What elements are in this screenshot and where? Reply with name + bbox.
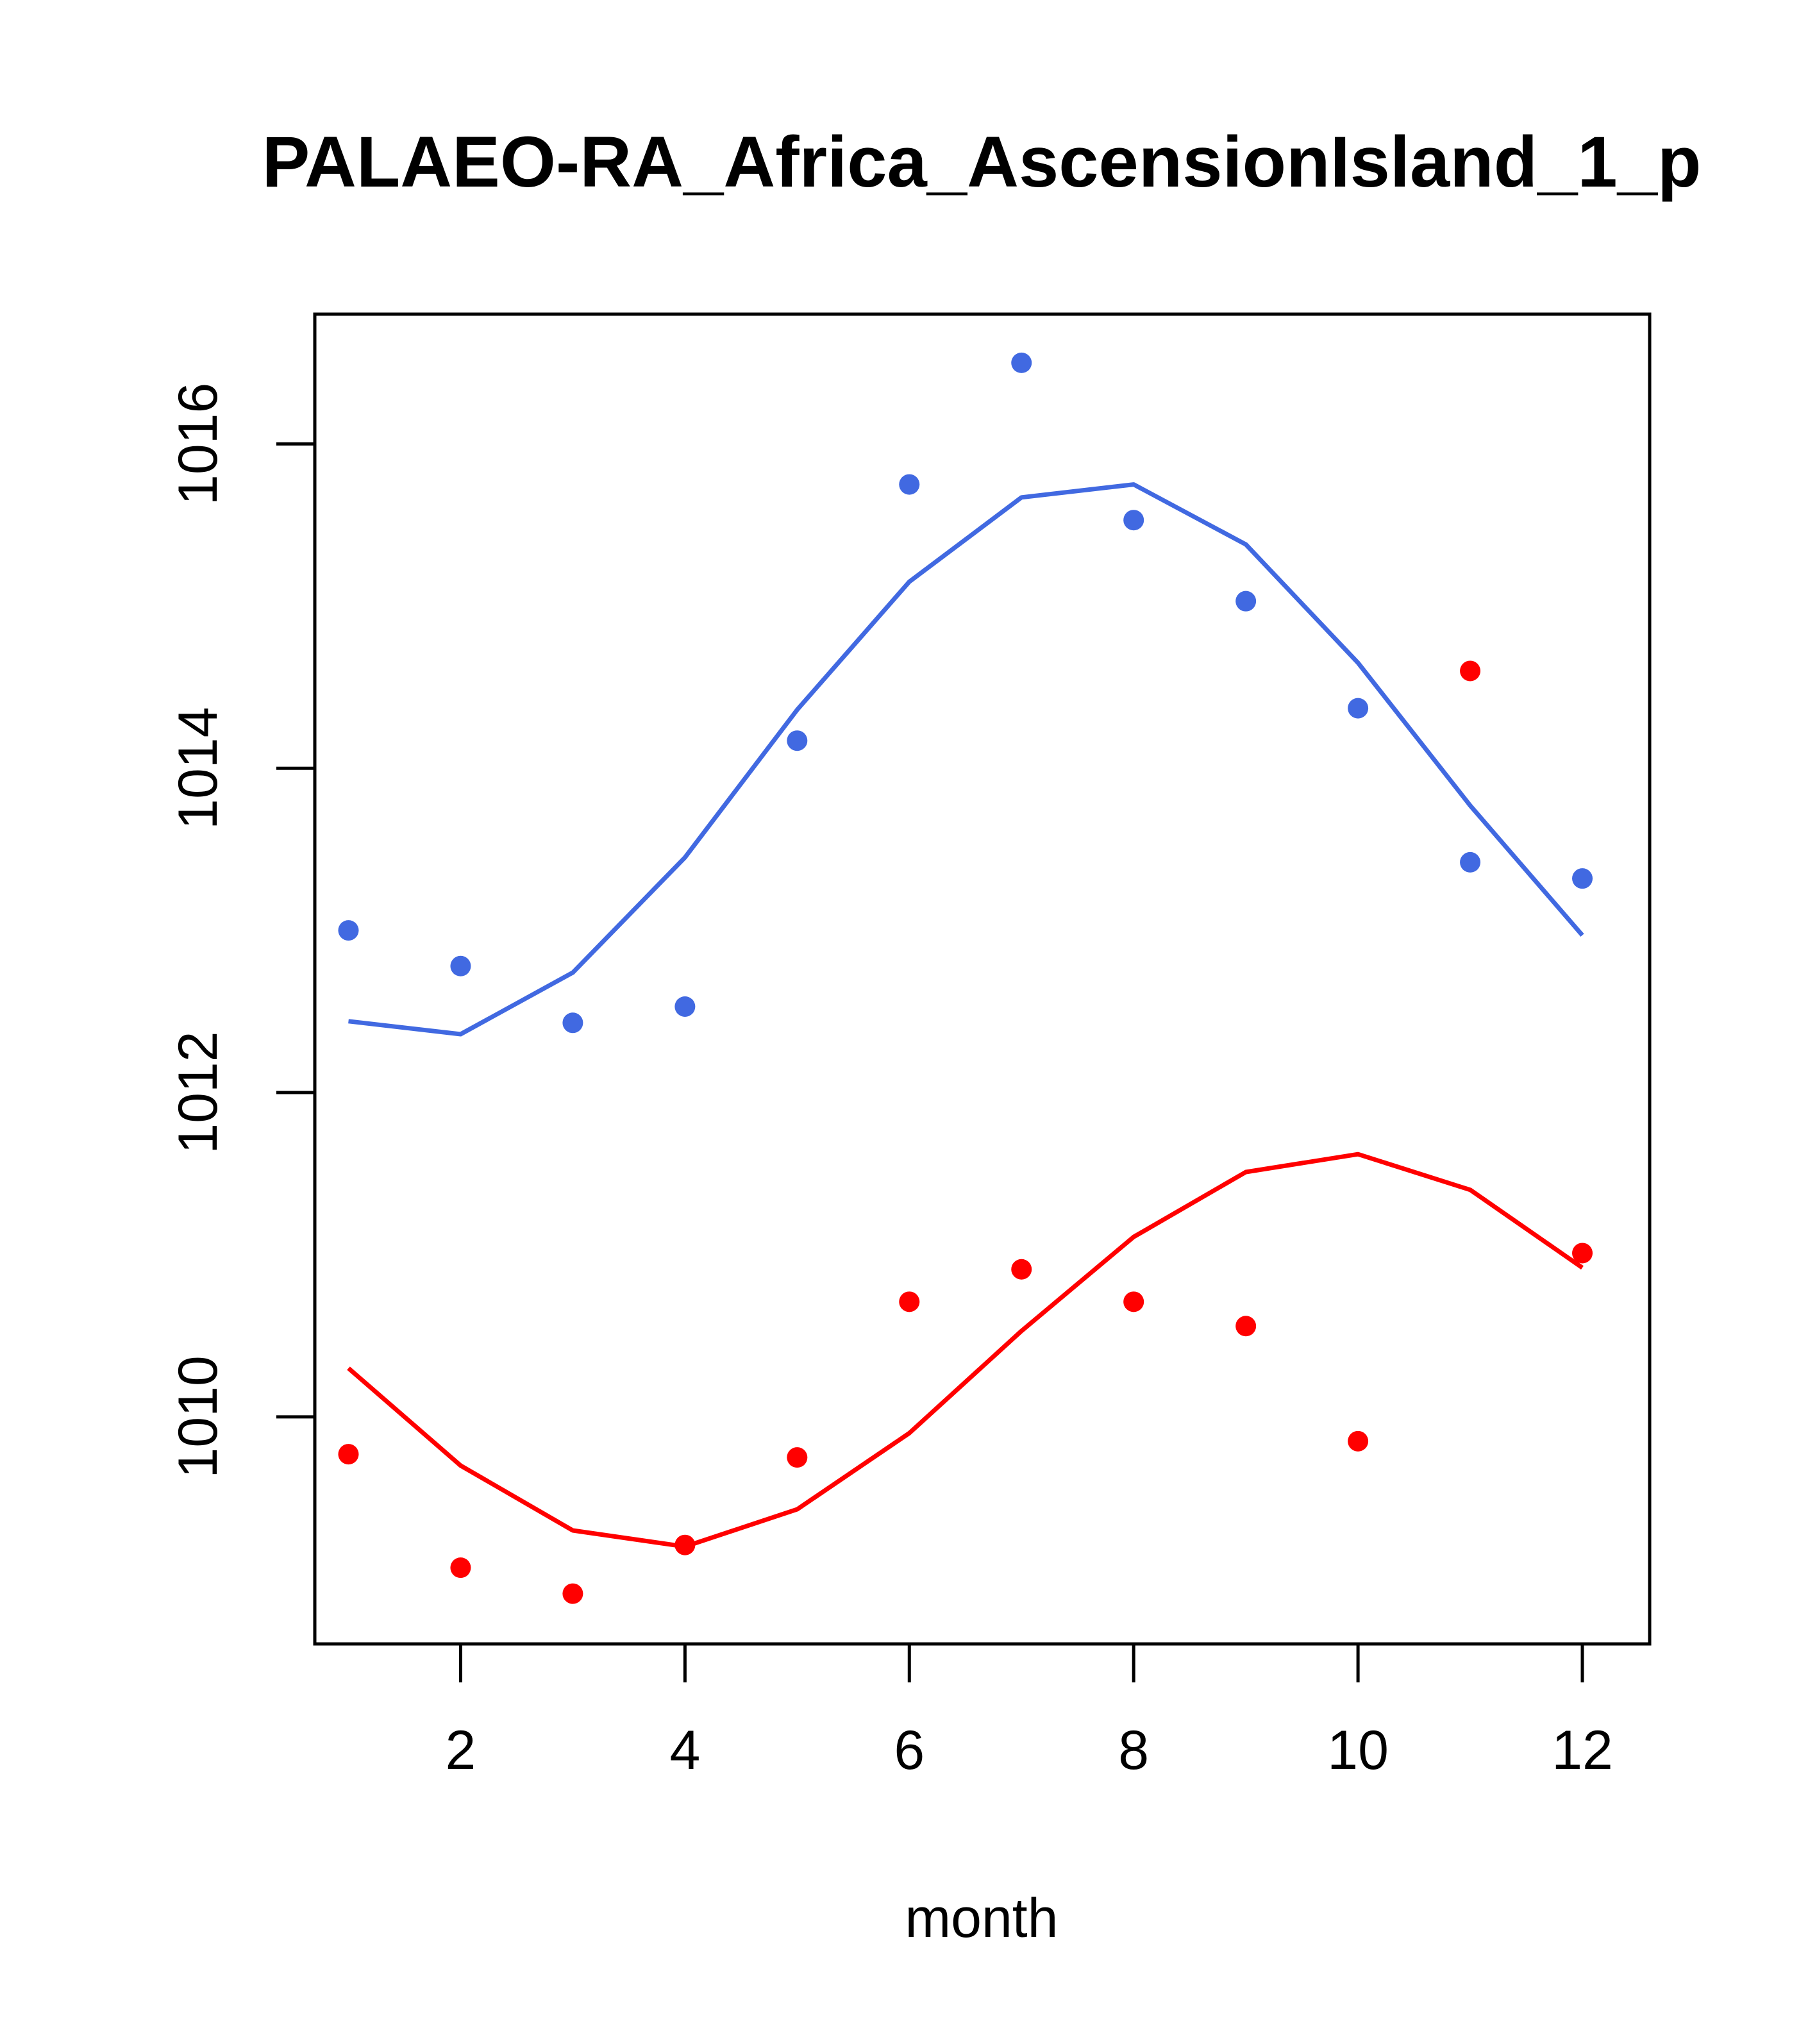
- x-tick-label: 6: [894, 1720, 925, 1781]
- y-tick-label: 1016: [167, 383, 229, 505]
- data-point: [1123, 510, 1144, 531]
- data-point: [450, 1557, 471, 1579]
- data-point: [1348, 1430, 1369, 1452]
- data-point: [674, 996, 696, 1017]
- data-point: [1011, 352, 1032, 373]
- x-axis: 2 4 6 8 10 12: [446, 1642, 1613, 1781]
- data-point: [1460, 660, 1481, 682]
- data-point: [1235, 1316, 1257, 1337]
- x-tick-label: 12: [1552, 1720, 1613, 1781]
- y-tick-label: 1010: [167, 1355, 229, 1478]
- series-blue-points: [338, 352, 1593, 1034]
- data-point: [562, 1012, 583, 1034]
- data-point: [1460, 851, 1481, 873]
- data-point: [787, 730, 808, 751]
- x-tick-label: 10: [1327, 1720, 1389, 1781]
- data-point: [562, 1583, 583, 1604]
- chart-title: PALAEO-RA_Africa_AscensionIsland_1_p: [262, 122, 1702, 202]
- x-tick-label: 4: [669, 1720, 700, 1781]
- series-layer: [338, 352, 1593, 1604]
- data-point: [1235, 591, 1257, 612]
- data-point: [1011, 1259, 1032, 1280]
- data-point: [1572, 868, 1593, 889]
- data-point: [1348, 698, 1369, 719]
- data-point: [899, 1291, 920, 1312]
- series-blue-line: [348, 482, 1584, 1037]
- data-point: [338, 920, 359, 941]
- x-tick-label: 2: [446, 1720, 476, 1781]
- data-point: [450, 955, 471, 976]
- x-tick-label: 8: [1118, 1720, 1149, 1781]
- series-line: [348, 482, 1584, 1037]
- y-tick-label: 1012: [167, 1031, 229, 1153]
- data-point: [1572, 1243, 1593, 1264]
- plot-frame: [313, 312, 1652, 1646]
- y-tick-label: 1014: [167, 707, 229, 830]
- data-point: [787, 1447, 808, 1468]
- series-red-points: [338, 660, 1593, 1604]
- data-point: [899, 474, 920, 495]
- series-line: [347, 1152, 1584, 1549]
- y-axis: 1010 1012 1014 1016: [167, 383, 317, 1479]
- x-axis-title: month: [905, 1888, 1058, 1949]
- data-point: [338, 1444, 359, 1465]
- series-red-line: [347, 1152, 1584, 1549]
- data-point: [1123, 1291, 1144, 1312]
